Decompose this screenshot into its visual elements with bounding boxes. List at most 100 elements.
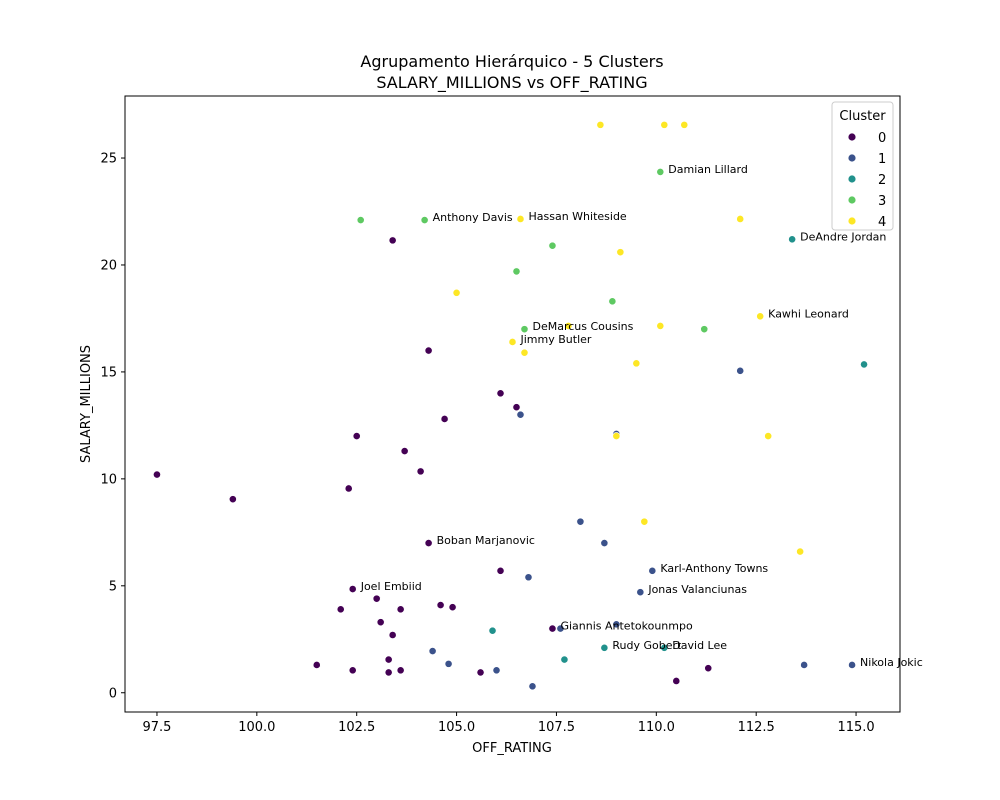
data-point xyxy=(492,666,501,675)
series-cluster-1 xyxy=(428,366,856,691)
data-point xyxy=(600,539,609,547)
data-point xyxy=(788,235,797,244)
data-point xyxy=(648,566,657,575)
legend-title: Cluster xyxy=(839,109,886,124)
data-point xyxy=(636,588,645,597)
data-point xyxy=(672,677,681,685)
data-point xyxy=(376,618,385,627)
data-point xyxy=(388,631,397,639)
data-point xyxy=(600,643,609,652)
data-point xyxy=(704,664,713,673)
point-annotation: Nikola Jokic xyxy=(860,656,923,669)
y-tick-label: 25 xyxy=(100,152,117,167)
data-point xyxy=(312,661,321,669)
x-tick-label: 115.0 xyxy=(837,720,874,735)
x-tick-label: 102.5 xyxy=(338,720,375,735)
data-point xyxy=(488,626,497,635)
data-point xyxy=(560,655,569,664)
data-point xyxy=(516,410,525,419)
legend-marker xyxy=(848,154,856,162)
data-point xyxy=(424,539,433,547)
data-point xyxy=(796,547,805,556)
x-tick-label: 110.0 xyxy=(638,720,675,735)
data-point xyxy=(420,216,429,224)
data-point xyxy=(508,338,517,346)
data-point xyxy=(548,241,557,250)
data-point xyxy=(153,470,161,479)
legend-entry: 3 xyxy=(878,194,886,209)
data-point xyxy=(352,432,361,440)
y-tick-label: 10 xyxy=(100,472,117,487)
data-point xyxy=(736,215,745,223)
data-point xyxy=(228,495,237,504)
point-annotation: David Lee xyxy=(672,639,727,652)
data-point xyxy=(528,682,537,691)
data-point xyxy=(632,359,641,368)
data-point xyxy=(512,267,521,276)
data-point xyxy=(452,288,461,297)
data-point xyxy=(640,517,649,526)
data-point xyxy=(496,389,505,398)
data-point xyxy=(656,168,665,176)
point-annotation: DeMarcus Cousins xyxy=(532,320,633,333)
data-point xyxy=(440,415,449,423)
point-annotation: Giannis Antetokounmpo xyxy=(560,620,693,633)
annotations: Damian Lillard Anthony Davis Hassan Whites… xyxy=(360,163,923,669)
data-point xyxy=(612,432,621,440)
series-cluster-0 xyxy=(153,236,713,685)
plot-area: 97.5 100.0 102.5 105.0 107.5 110.0 112.5 115.0 0… xyxy=(100,95,901,735)
y-tick-label: 5 xyxy=(109,579,117,594)
legend-marker xyxy=(848,133,856,141)
point-annotation: Karl-Anthony Towns xyxy=(660,562,768,575)
x-axis-label: OFF_RATING xyxy=(472,741,552,756)
point-annotation: Rudy Gobert xyxy=(612,639,682,652)
data-point xyxy=(436,601,445,609)
point-annotation: Hassan Whiteside xyxy=(528,210,626,223)
data-point xyxy=(336,605,345,614)
data-point xyxy=(612,620,621,629)
legend-marker xyxy=(848,217,856,225)
data-point xyxy=(656,322,665,330)
point-annotation: DeAndre Jordan xyxy=(800,230,886,243)
data-point xyxy=(548,624,557,633)
data-point xyxy=(348,666,357,675)
x-tick-label: 105.0 xyxy=(438,720,475,735)
data-point xyxy=(384,655,393,664)
legend-entry: 4 xyxy=(878,215,886,230)
data-point xyxy=(680,120,689,129)
data-point xyxy=(512,403,521,412)
data-point xyxy=(448,603,457,612)
y-tick-label: 20 xyxy=(100,258,117,273)
point-annotation: Jimmy Butler xyxy=(520,333,592,346)
legend: Cluster 0 1 2 3 4 xyxy=(831,101,894,231)
data-point xyxy=(348,585,357,593)
data-point xyxy=(764,432,773,440)
data-point xyxy=(860,360,868,369)
y-axis-label: SALARY_MILLIONS xyxy=(79,345,94,463)
data-point xyxy=(444,659,453,668)
x-tick-label: 112.5 xyxy=(738,720,775,735)
data-point xyxy=(476,668,485,677)
y-tick-label: 0 xyxy=(109,686,117,701)
data-point xyxy=(520,325,529,334)
data-point xyxy=(800,661,809,669)
data-point xyxy=(496,566,505,575)
y-tick-label: 15 xyxy=(100,365,117,380)
series-cluster-2 xyxy=(488,235,868,664)
point-annotation: Jonas Valanciunas xyxy=(647,583,747,596)
series-cluster-3 xyxy=(356,168,709,334)
point-annotation: Damian Lillard xyxy=(668,163,748,176)
legend-entry: 2 xyxy=(878,173,886,188)
legend-box xyxy=(831,101,894,231)
legend-marker xyxy=(848,175,856,183)
plot-frame xyxy=(124,95,901,713)
data-point xyxy=(356,216,365,224)
data-point xyxy=(344,484,353,493)
data-point xyxy=(384,668,393,677)
data-point xyxy=(660,643,669,652)
data-point xyxy=(372,594,381,603)
series-cluster-4 xyxy=(452,120,805,556)
data-point xyxy=(424,346,433,355)
data-point xyxy=(700,325,709,334)
